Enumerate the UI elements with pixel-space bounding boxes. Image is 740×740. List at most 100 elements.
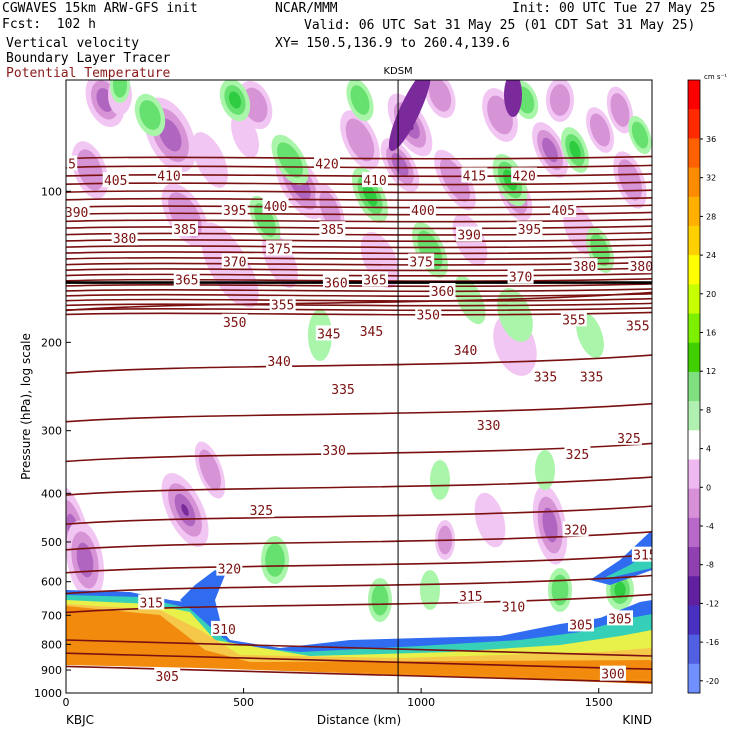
contour-label-bg [452,341,479,357]
colorbar-swatch [688,80,700,110]
contour-label-bg [315,325,342,341]
colorbar: cm s⁻¹ 36 32 28 24 20 16 12 8 4 0 -4 -8 -12 -16 -20 [687,73,727,694]
theta-contour [66,225,652,230]
contour-label: 330 [477,419,500,434]
contour-label-bg [571,258,598,274]
contour-label-bg [457,587,484,603]
contour-label: 345 [317,327,340,342]
contour-label: 400 [264,200,287,215]
y-tick-label: 400 [41,487,62,500]
contour-label-bg [607,610,634,626]
colorbar-tick-label: 16 [706,329,716,338]
theta-contour [66,288,652,293]
y-tick-label: 200 [41,336,62,349]
station-marker-label: KDSM [383,66,412,77]
center-label: NCAR/MMM [275,1,338,16]
colorbar-swatch [688,255,700,285]
contour-label: 410 [363,174,386,189]
theta-contour [66,238,652,243]
colorbar-swatch [688,138,700,169]
tracer-elevated-inner [600,550,652,580]
colorbar-swatch [688,634,700,665]
contour-label: 405 [104,174,127,189]
contour-label-bg [615,429,642,445]
contour-label: 365 [175,274,198,289]
colorbar-tick-label: 0 [706,483,711,492]
contour-label: 345 [360,325,383,340]
downward-motion-region [76,149,104,191]
colorbar-swatch [688,430,700,460]
downward-motion-region [76,542,94,578]
colorbar-frame [687,79,701,694]
theta-contour [66,293,652,297]
contour-label-bg [330,381,357,397]
contour-label-bg [211,620,238,636]
contour-label: 355 [271,298,294,313]
contour-label: 320 [218,563,241,578]
contour-label-bg [500,598,527,614]
init-time: Init: 00 UTC Tue 27 May 25 [512,1,716,16]
contour-label: 320 [564,523,587,538]
theta-contour [66,302,652,307]
contour-label-bg [266,240,293,256]
contour-label: 390 [65,206,88,221]
colorbar-tick-label: 32 [706,174,716,183]
theta-contour [66,665,652,684]
contour-label-bg [262,198,289,214]
contour-label: 385 [321,223,344,238]
contour-label: 420 [315,157,338,172]
colorbar-swatch [688,342,700,373]
downward-motion-core [388,80,432,152]
downward-motion-region [231,112,259,158]
theta-contour [66,197,652,201]
colorbar-swatch [688,196,700,227]
downward-motion-region [181,504,189,516]
contour-label-bg [221,202,248,218]
contour-label: 305 [155,670,178,685]
theta-contour [66,505,652,525]
upward-motion-region [228,91,242,109]
contour-label: 375 [409,255,432,270]
downward-motion-region [474,492,506,548]
colorbar-swatch [688,547,700,577]
tracer-core [66,606,652,680]
contour-label-bg [361,172,388,188]
contour-label-bg [322,274,349,290]
colorbar-swatch [688,517,700,548]
contour-label: 415 [52,157,75,172]
contour-label-bg [409,202,436,218]
upward-motion-region [569,140,581,160]
contour-label: 310 [212,623,235,638]
contour-label: 360 [431,285,454,300]
axes: KDSM 0 500 1000 1500 100 200 300 400 500 600 700 800… [19,66,653,727]
colorbar-swatch [688,459,700,490]
contour-label: 315 [633,549,656,564]
contour-label-bg [567,616,594,632]
upward-motion-region [113,80,127,98]
contour-label-bg [560,311,587,327]
colorbar-swatch [688,401,700,431]
contour-label: 325 [250,504,273,519]
contour-label-bg [578,368,605,384]
x-axis-title: Distance (km) [317,713,401,727]
y-tick-label: 300 [41,425,62,438]
downward-motion-region [542,507,558,543]
theta-contour [66,530,652,551]
contour-label: 395 [223,204,246,219]
downward-motion-region [345,118,375,162]
colorbar-swatch [688,663,700,694]
contour-label-bg [628,258,652,274]
upward-motion-region [371,584,389,616]
upward-motion-region [614,582,626,598]
theta-contour [66,311,652,316]
contour-label-bg [138,594,165,610]
contour-label-bg [415,306,442,322]
upward-motion-region [430,460,450,500]
contour-label-bg [248,502,275,518]
contour-label-bg [511,167,538,183]
contour-label: 335 [331,383,354,398]
y-tick-label: 700 [41,609,62,622]
colorbar-tick-label: -16 [706,638,719,647]
upward-motion-region [350,85,370,115]
